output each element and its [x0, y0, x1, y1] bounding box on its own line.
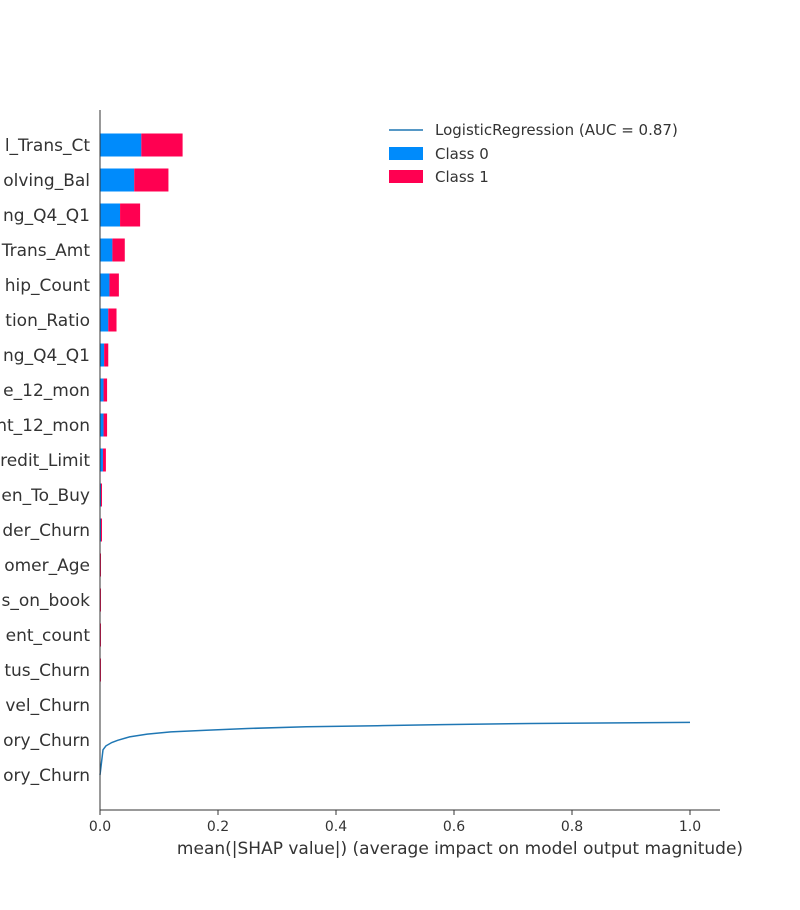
x-tick-label: 0.0 [89, 819, 111, 835]
legend-swatch-class1 [389, 170, 423, 183]
y-tick-label: e_12_mon [3, 381, 90, 401]
bar-class0-8 [100, 413, 104, 437]
y-tick-label: olving_Bal [3, 171, 90, 191]
y-tick-label: der_Churn [2, 521, 90, 541]
x-tick-label: 1.0 [679, 819, 701, 835]
bars-layer [100, 133, 183, 682]
bar-class1-2 [120, 203, 141, 227]
x-ticks-layer: 0.0 0.2 0.4 0.6 0.8 1.0 [89, 810, 701, 835]
legend: LogisticRegression (AUC = 0.87) Class 0 Cl… [389, 121, 678, 186]
y-tick-label: hip_Count [5, 276, 91, 296]
bar-class0-7 [100, 378, 104, 402]
y-tick-label: ent_count [6, 626, 91, 646]
bar-class1-9 [102, 448, 106, 472]
bar-class0-3 [100, 238, 113, 262]
y-tick-label: ng_Q4_Q1 [3, 346, 90, 366]
bar-class1-4 [109, 273, 119, 297]
y-tick-label: vel_Churn [5, 696, 90, 716]
x-tick-label: 0.8 [561, 819, 583, 835]
bar-class1-11 [101, 518, 102, 542]
bar-class0-2 [100, 203, 121, 227]
x-tick-label: 0.2 [207, 819, 229, 835]
bar-class1-0 [141, 133, 183, 157]
bar-class1-10 [101, 483, 102, 507]
y-tick-label: redit_Limit [0, 451, 90, 471]
x-tick-label: 0.6 [443, 819, 465, 835]
bar-class1-1 [134, 168, 169, 192]
roc-curve [99, 721, 691, 776]
legend-label-class0: Class 0 [435, 145, 489, 163]
bar-class1-5 [108, 308, 117, 332]
y-tick-label: tus_Churn [4, 661, 90, 681]
roc-curve-layer [99, 721, 691, 776]
y-tick-label: Trans_Amt [1, 241, 91, 261]
legend-swatch-class0 [389, 147, 423, 160]
legend-roc-label: LogisticRegression (AUC = 0.87) [435, 121, 678, 139]
bar-class1-6 [104, 343, 109, 367]
bar-class0-4 [100, 273, 110, 297]
bar-class1-8 [103, 413, 108, 437]
x-tick-label: 0.4 [325, 819, 347, 835]
y-tick-label: en_To_Buy [1, 486, 90, 506]
bar-class1-7 [103, 378, 108, 402]
bar-class0-0 [100, 133, 142, 157]
bar-class0-6 [100, 343, 105, 367]
legend-label-class1: Class 1 [435, 168, 489, 186]
bar-class0-1 [100, 168, 135, 192]
y-tick-label: s_on_book [2, 591, 91, 611]
y-tick-label: l_Trans_Ct [5, 136, 91, 156]
y-tick-label: ory_Churn [3, 731, 90, 751]
bar-class0-5 [100, 308, 109, 332]
y-tick-label: ng_Q4_Q1 [3, 206, 90, 226]
y-tick-label: ory_Churn [3, 766, 90, 786]
y-tick-label: tion_Ratio [5, 311, 90, 331]
y-tick-label: nt_12_mon [0, 416, 90, 436]
y-tick-label: omer_Age [4, 556, 90, 576]
x-axis-title: mean(|SHAP value|) (average impact on mo… [177, 839, 743, 859]
y-labels-layer: l_Trans_Ct olving_Bal ng_Q4_Q1 Trans_Amthip… [0, 136, 90, 786]
bar-class0-9 [100, 448, 103, 472]
bar-class1-3 [112, 238, 125, 262]
